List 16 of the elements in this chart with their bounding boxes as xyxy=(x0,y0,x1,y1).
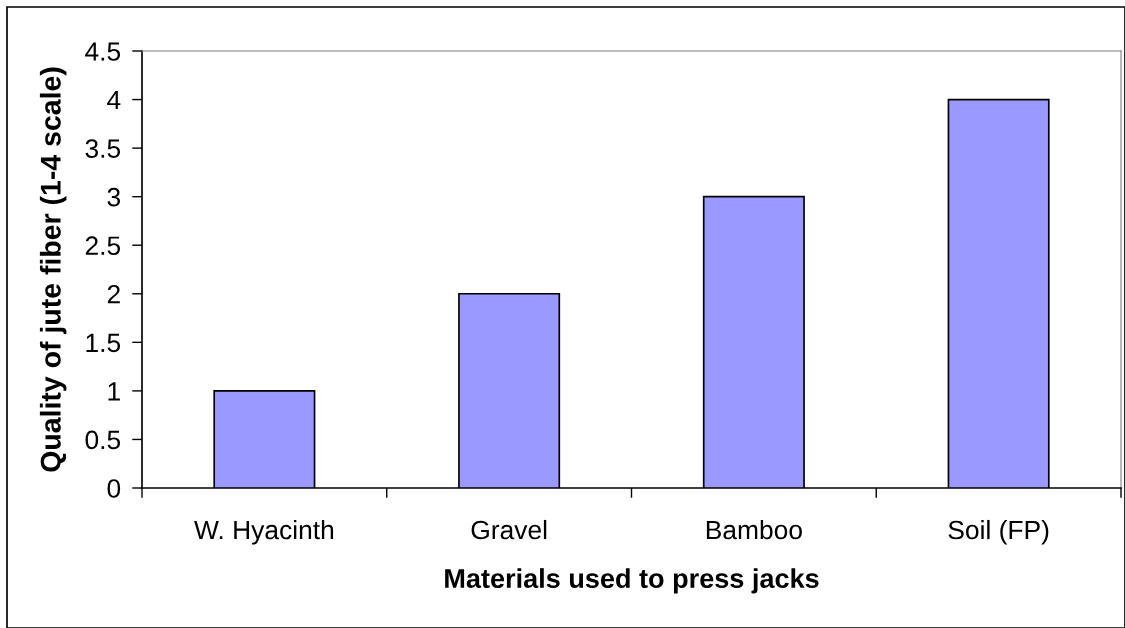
x-tick-label: Soil (FP) xyxy=(948,519,1049,545)
y-tick-label: 0 xyxy=(107,479,121,498)
y-tick-label: 2 xyxy=(107,284,120,304)
x-axis-title: Materials used to press jacks xyxy=(445,568,819,594)
y-tick-label: 3 xyxy=(107,187,121,207)
y-axis-title: Quality of jute fiber (1-4 scale) xyxy=(39,67,67,472)
y-tick-label: 0.5 xyxy=(85,430,121,450)
y-tick-label: 3.5 xyxy=(85,139,121,158)
x-tick-label: Bamboo xyxy=(706,519,802,540)
y-tick-label: 4.5 xyxy=(85,42,121,61)
x-tick-label: Gravel xyxy=(471,519,547,540)
y-tick-label: 1 xyxy=(108,382,120,401)
y-tick-label: 1.5 xyxy=(86,333,121,353)
y-tick-label: 4 xyxy=(107,90,121,110)
y-tick-label: 2.5 xyxy=(85,236,121,256)
x-tick-label: W. Hyacinth xyxy=(194,519,334,545)
